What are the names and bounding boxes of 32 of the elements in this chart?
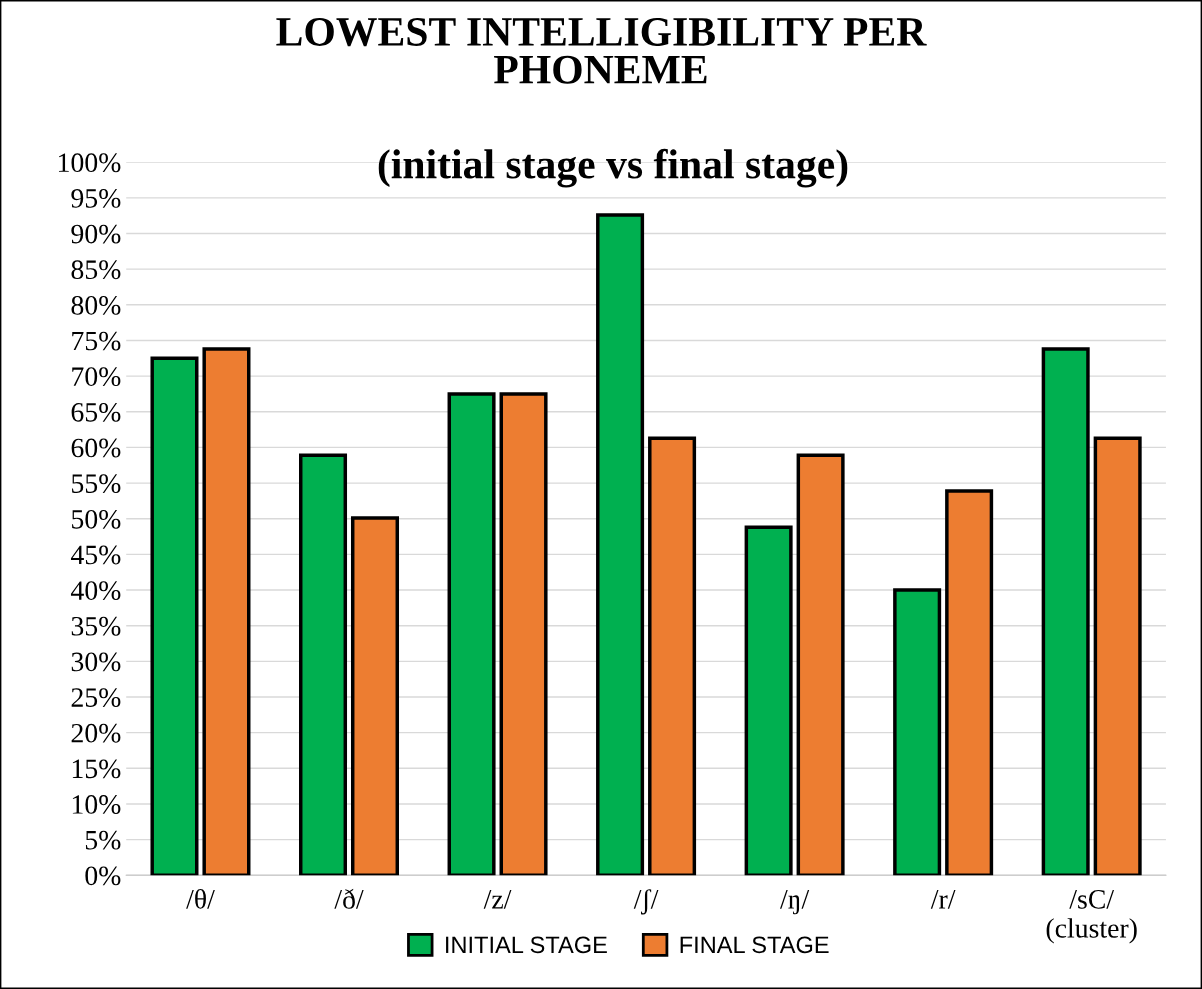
y-tick-label: 20% xyxy=(71,723,121,743)
y-tick-label: 60% xyxy=(71,438,121,458)
y-tick-label: 45% xyxy=(70,545,121,565)
y-tick-label: 25% xyxy=(71,688,121,707)
y-tick-label: 90% xyxy=(71,224,121,244)
chart-subtitle: (initial stage vs final stage) xyxy=(378,148,848,188)
y-tick-label: 50% xyxy=(72,509,121,529)
y-tick-label: 0% xyxy=(85,866,121,886)
y-tick-label: 35% xyxy=(71,616,121,636)
legend-label: FINAL STAGE xyxy=(680,936,829,954)
y-tick-label: 40% xyxy=(70,581,121,601)
y-tick-label: 70% xyxy=(72,367,121,387)
x-tick-label: /θ/ xyxy=(186,889,215,909)
y-tick-label: 5% xyxy=(85,830,121,850)
x-tick-label: /z/ xyxy=(483,890,512,909)
y-tick-label: 15% xyxy=(72,759,121,779)
y-tick-label: 10% xyxy=(72,795,121,814)
x-tick-label: /r/ xyxy=(930,890,956,909)
y-tick-label: 55% xyxy=(72,474,121,494)
y-tick-label: 75% xyxy=(72,331,121,351)
x-tick-label: /ŋ/ xyxy=(780,890,810,915)
y-tick-label: 95% xyxy=(71,189,121,208)
x-tick-label: /sC/ (cluster) xyxy=(1046,890,1137,944)
y-tick-label: 80% xyxy=(71,295,121,315)
chart-title: LOWEST INTELLIGIBILITY PER PHONEME xyxy=(276,17,927,84)
x-tick-label: /ʃ/ xyxy=(633,889,659,915)
y-tick-label: 30% xyxy=(71,652,121,672)
y-tick-label: 85% xyxy=(71,260,121,280)
x-tick-label: /ð/ xyxy=(334,888,364,909)
legend-label: INITIAL STAGE xyxy=(446,936,607,954)
y-tick-label: 65% xyxy=(71,402,121,422)
y-tick-label: 100% xyxy=(58,153,121,173)
